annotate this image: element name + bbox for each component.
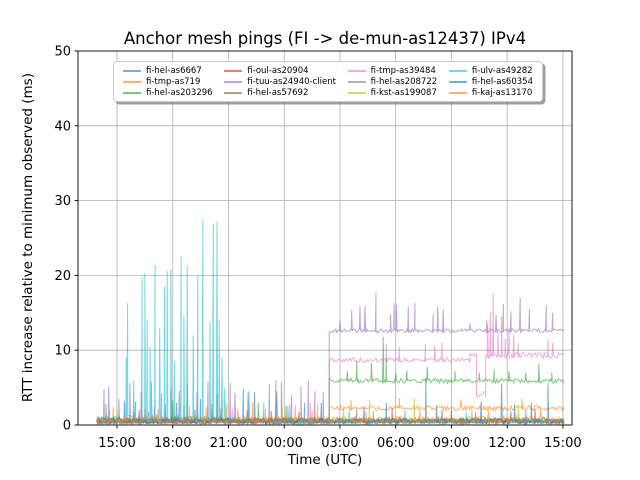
y-tick-label: 20 (54, 269, 71, 284)
legend-label: fi-tmp-as719 (146, 76, 201, 87)
legend-column: fi-ulv-as49282 fi-hel-as60354 fi-kaj-as131… (448, 65, 533, 98)
x-tick-label: 09:00 (433, 436, 470, 451)
legend-line-swatch (224, 91, 243, 94)
legend-item: fi-hel-as208722 (347, 76, 438, 87)
legend-line-swatch (347, 80, 366, 83)
legend-item: fi-hel-as203296 (123, 88, 213, 98)
legend-column: fi-oul-as20904 fi-tuu-as24940-client fi-he… (224, 66, 336, 98)
legend-label: fi-hel-as208722 (370, 76, 438, 87)
legend-label: fi-tmp-as39484 (370, 65, 436, 76)
plot-border (77, 50, 573, 426)
legend-label: fi-kaj-as13170 (471, 87, 533, 98)
legend-label: fi-hel-as57692 (247, 87, 309, 98)
legend-line-swatch (123, 69, 141, 72)
legend-item: fi-kaj-as13170 (448, 87, 533, 98)
y-tick-label: 10 (54, 344, 71, 359)
legend-item: fi-hel-as6667 (123, 66, 213, 76)
x-tick-label: 15:00 (544, 436, 581, 451)
x-tick-label: 12:00 (488, 436, 525, 451)
y-tick-label: 30 (54, 194, 71, 209)
x-tick-label: 18:00 (154, 436, 191, 451)
legend-line-swatch (123, 91, 141, 94)
legend-item: fi-hel-as60354 (448, 76, 533, 87)
legend-label: fi-hel-as203296 (146, 87, 213, 98)
legend-label: fi-hel-as60354 (471, 76, 533, 87)
series-fi-kaj-as13170 (96, 406, 565, 425)
x-tick-label: 06:00 (377, 436, 414, 451)
legend-line-swatch (448, 69, 467, 72)
legend-line-swatch (224, 80, 243, 83)
legend-item: fi-tmp-as39484 (347, 65, 438, 76)
y-tick-label: 40 (54, 119, 71, 134)
series-group (96, 219, 565, 426)
series-fi-hel-as203296 (96, 336, 565, 426)
legend-item: fi-oul-as20904 (224, 66, 336, 76)
ticks: 15:00 18:00 21:00 00:00 03:00 06:00 09:00 12:00… (54, 45, 581, 452)
legend-item: fi-kst-as199087 (347, 87, 438, 98)
legend-label: fi-tuu-as24940-client (247, 76, 336, 87)
legend-item: fi-hel-as57692 (224, 88, 336, 98)
x-tick-label: 15:00 (98, 436, 135, 451)
grid (78, 51, 572, 425)
y-tick-label: 0 (63, 419, 71, 434)
legend-line-swatch (123, 80, 141, 83)
x-tick-label: 00:00 (265, 436, 302, 451)
legend: fi-hel-as6667 fi-tmp-as719 fi-hel-as203296… (113, 61, 543, 102)
legend-line-swatch (448, 80, 467, 83)
legend-column: fi-tmp-as39484 fi-hel-as208722 fi-kst-as19… (347, 65, 438, 98)
legend-item: fi-tmp-as719 (123, 77, 213, 87)
legend-label: fi-ulv-as49282 (471, 65, 533, 76)
legend-line-swatch (448, 91, 467, 94)
x-axis-label: Time (UTC) (287, 452, 363, 468)
legend-item: fi-ulv-as49282 (448, 65, 533, 76)
legend-label: fi-oul-as20904 (247, 65, 309, 76)
x-tick-label: 21:00 (210, 436, 247, 451)
legend-label: fi-kst-as199087 (370, 87, 437, 98)
legend-label: fi-hel-as6667 (146, 65, 202, 76)
legend-line-swatch (224, 69, 243, 72)
legend-line-swatch (347, 69, 366, 72)
y-tick-label: 50 (54, 45, 71, 60)
legend-line-swatch (347, 91, 366, 94)
x-tick-label: 03:00 (321, 436, 358, 451)
chart-title: Anchor mesh pings (FI -> de-mun-as12437)… (123, 29, 527, 48)
legend-item: fi-tuu-as24940-client (224, 77, 336, 87)
legend-column: fi-hel-as6667 fi-tmp-as719 fi-hel-as203296 (123, 66, 213, 98)
